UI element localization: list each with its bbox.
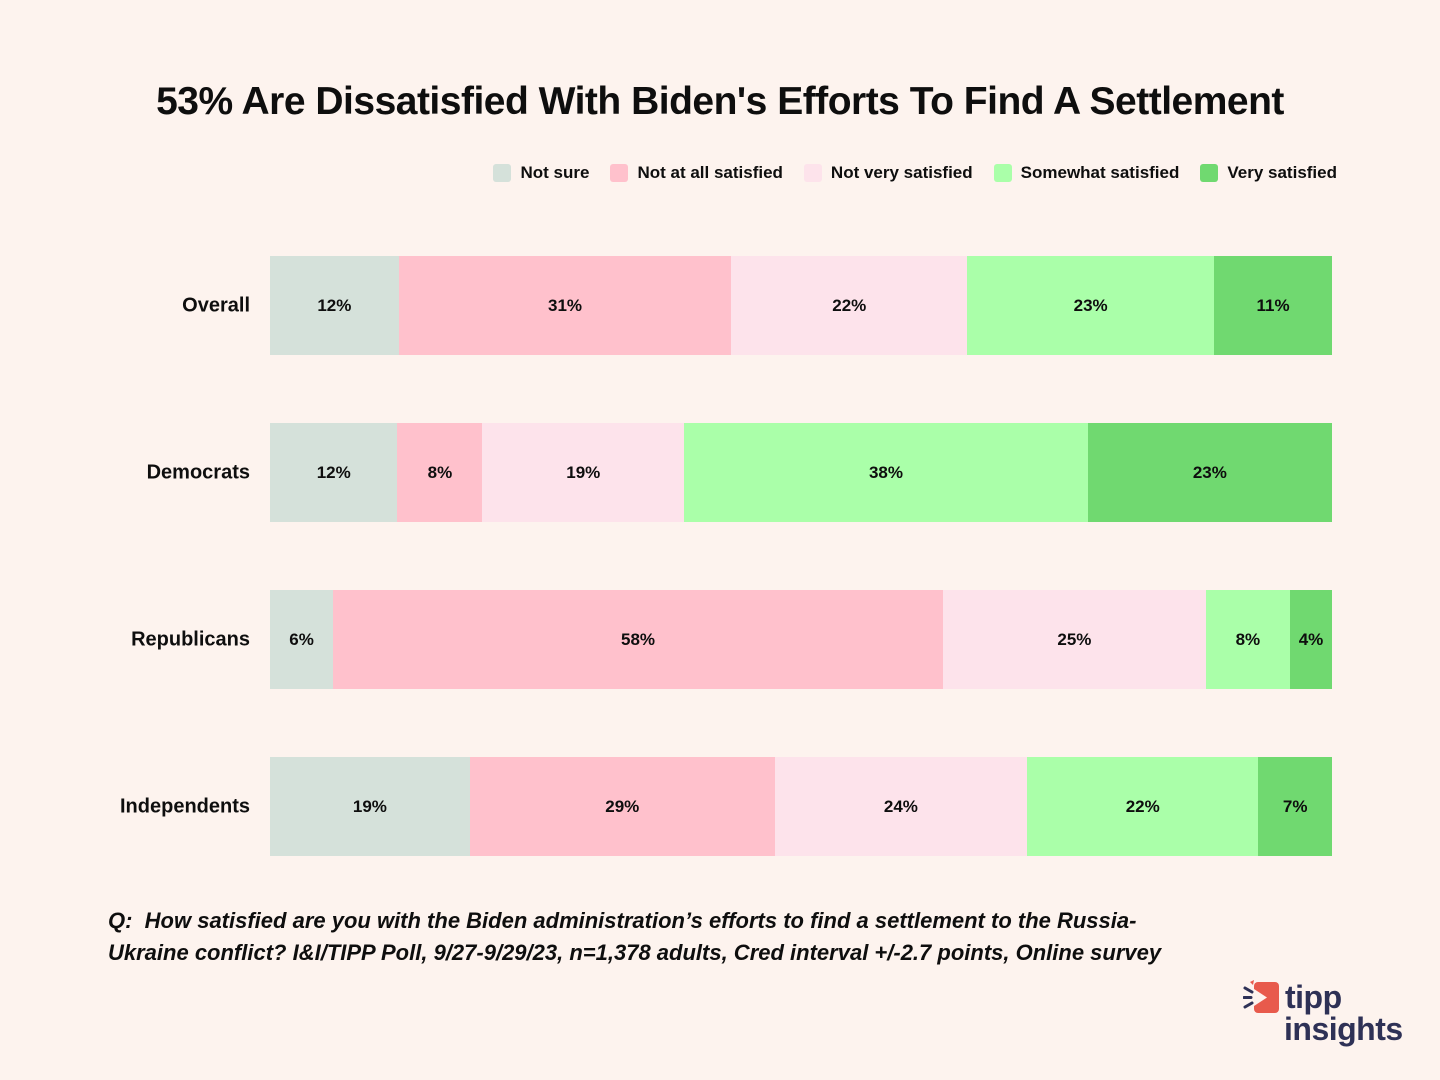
bar-segment: 22%	[1027, 757, 1259, 856]
legend-swatch-icon	[993, 164, 1012, 182]
legend: Not sure Not at all satisfied Not very sat…	[493, 163, 1337, 183]
legend-item: Somewhat satisfied	[993, 163, 1180, 183]
bar-segment: 31%	[398, 256, 732, 355]
legend-label: Very satisfied	[1227, 163, 1337, 182]
bar-row: Overall 12% 31% 22% 23% 11%	[0, 256, 1440, 355]
category-label: Democrats	[146, 461, 250, 483]
bar-row: Independents 19% 29% 24% 22% 7%	[0, 757, 1440, 856]
category-label: Overall	[182, 294, 250, 316]
bar-segment: 24%	[774, 757, 1028, 856]
legend-swatch-icon	[610, 164, 629, 182]
legend-item: Not at all satisfied	[610, 163, 783, 183]
legend-label: Not sure	[520, 163, 590, 182]
stacked-bar: 12% 31% 22% 23% 11%	[270, 256, 1333, 355]
bar-segment: 8%	[1205, 590, 1290, 689]
bar-segment: 38%	[684, 423, 1088, 522]
logo-word-tipp: tipp	[1285, 978, 1342, 1015]
legend-swatch-icon	[803, 164, 822, 182]
stacked-bar: 6% 58% 25% 8% 4%	[270, 590, 1333, 689]
bar-segment: 19%	[270, 757, 470, 856]
legend-label: Not very satisfied	[830, 163, 973, 182]
bar-segment: 6%	[270, 590, 334, 689]
legend-item: Not very satisfied	[803, 163, 973, 183]
stacked-bar: 12% 8% 19% 38% 23%	[270, 423, 1332, 522]
bar-segment: 29%	[469, 757, 775, 856]
bar-row: Democrats 12% 8% 19% 38% 23%	[0, 423, 1440, 522]
bar-segment: 7%	[1258, 757, 1333, 856]
legend-label: Somewhat satisfied	[1020, 163, 1180, 182]
legend-swatch-icon	[493, 164, 512, 182]
legend-swatch-icon	[1200, 164, 1219, 182]
category-label: Republicans	[131, 628, 250, 650]
bar-segment: 22%	[731, 256, 968, 355]
bar-segment: 23%	[1087, 423, 1332, 522]
source-note: Q: How satisfied are you with the Biden …	[108, 905, 1368, 968]
bar-segment: 8%	[397, 423, 483, 522]
bar-segment: 23%	[967, 256, 1215, 355]
bar-segment: 19%	[482, 423, 685, 522]
logo-word-insights: insights	[1284, 1011, 1403, 1047]
bar-segment: 25%	[942, 590, 1206, 689]
source-note-line2: Ukraine conflict? I&I/TIPP Poll, 9/27-9/…	[108, 939, 1162, 965]
bar-segment: 12%	[270, 423, 398, 522]
chart-title: 53% Are Dissatisfied With Biden's Effort…	[156, 80, 1284, 123]
bar-segment: 58%	[333, 590, 943, 689]
bar-segment: 11%	[1214, 256, 1333, 355]
tipp-flag-icon	[1243, 980, 1279, 1013]
legend-item: Very satisfied	[1200, 163, 1337, 183]
legend-item: Not sure	[493, 163, 589, 183]
source-note-line1: Q: How satisfied are you with the Biden …	[108, 908, 1137, 933]
category-label: Independents	[119, 795, 250, 817]
stacked-bar: 19% 29% 24% 22% 7%	[270, 757, 1333, 856]
bar-segment: 12%	[270, 256, 399, 355]
bar-segment: 4%	[1289, 590, 1333, 689]
tipp-insights-logo: tipp insights	[1243, 978, 1403, 1047]
bar-row: Republicans 6% 58% 25% 8% 4%	[0, 590, 1440, 689]
legend-label: Not at all satisfied	[637, 163, 783, 182]
